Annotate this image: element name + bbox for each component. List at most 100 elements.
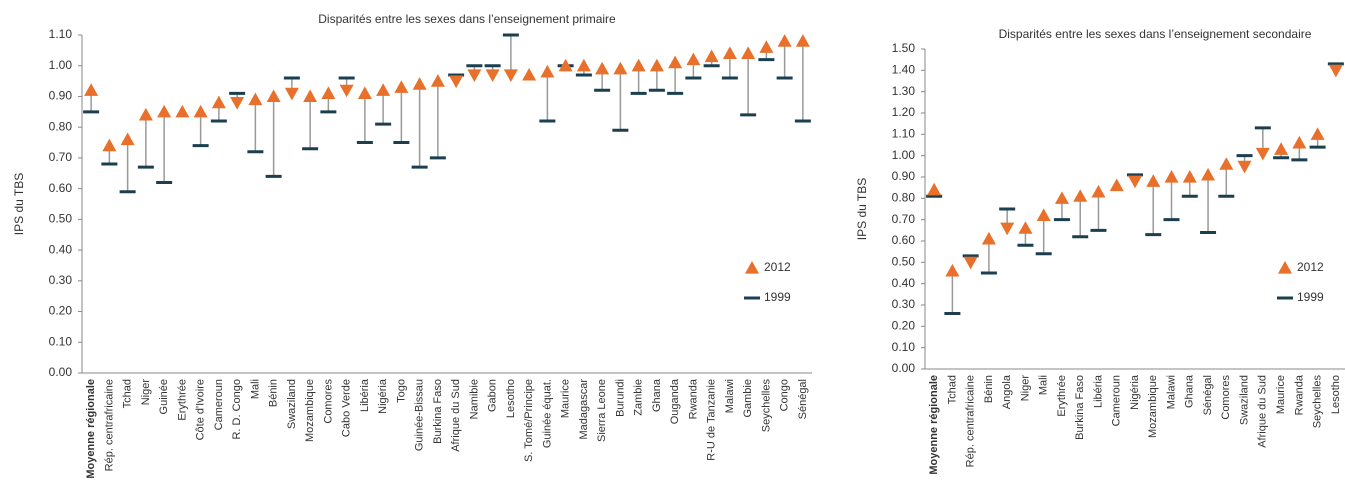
marker-2012 <box>945 263 960 277</box>
y-tick-label: 0.90 <box>49 89 73 103</box>
x-tick-label: Cameroun <box>213 379 225 430</box>
marker-2012 <box>1292 135 1307 149</box>
y-tick-label: 1.20 <box>892 105 916 119</box>
x-tick-label: Mali <box>249 379 261 399</box>
marker-2012 <box>741 46 756 60</box>
legend-label: 1999 <box>1297 290 1324 304</box>
y-tick-label: 0.50 <box>49 212 73 226</box>
marker-2012 <box>84 83 99 96</box>
marker-2012 <box>467 69 482 82</box>
x-tick-label: Madagascar <box>578 379 590 440</box>
chart-title: Disparités entre les sexes dans l’enseig… <box>318 12 616 26</box>
legend-label: 1999 <box>764 290 791 304</box>
y-tick-label: 0.30 <box>49 273 73 287</box>
x-tick-label: Libéria <box>1092 374 1104 408</box>
y-tick-label: 0.70 <box>49 150 73 164</box>
marker-2012 <box>503 69 518 82</box>
marker-2012 <box>1237 160 1252 174</box>
marker-2012 <box>963 256 978 270</box>
y-tick-label: 0.80 <box>49 119 73 133</box>
x-tick-label: Maurice <box>1275 375 1287 414</box>
marker-2012 <box>211 95 226 109</box>
marker-2012 <box>303 89 318 103</box>
marker-2012 <box>449 75 464 89</box>
marker-2012 <box>576 58 591 72</box>
marker-2012 <box>1255 147 1270 161</box>
marker-2012 <box>1000 222 1015 236</box>
marker-2012 <box>927 182 942 196</box>
x-tick-label: R-U de Tanzanie <box>706 379 718 461</box>
marker-2012 <box>558 58 573 72</box>
y-tick-label: 0.70 <box>892 212 916 226</box>
marker-2012 <box>266 89 281 103</box>
marker-2012 <box>795 34 810 47</box>
x-tick-label: Bénin <box>268 379 280 407</box>
marker-2012 <box>1328 64 1343 78</box>
x-tick-label: Bénin <box>983 375 995 403</box>
x-tick-label: Mozambique <box>1147 375 1159 438</box>
x-tick-label: Rép. centrafricaine <box>965 375 977 467</box>
x-tick-label: Rwanda <box>687 378 699 419</box>
x-tick-label: Rwanda <box>1293 374 1305 415</box>
x-tick-label: S. Tomé/Principe <box>523 379 535 462</box>
marker-2012 <box>777 34 792 47</box>
x-tick-label: Zambie <box>633 379 645 416</box>
y-axis-label: IPS du TBS <box>855 178 869 240</box>
legend-marker <box>745 261 759 274</box>
x-tick-label: Erythrée <box>176 379 188 421</box>
y-tick-label: 0.10 <box>49 334 73 348</box>
x-tick-label: Seychelles <box>760 379 772 433</box>
marker-2012 <box>412 77 427 90</box>
marker-2012 <box>193 104 208 118</box>
marker-2012 <box>631 58 646 72</box>
marker-2012 <box>485 69 500 82</box>
marker-2012 <box>138 107 153 121</box>
x-tick-label: Angola <box>1001 374 1013 409</box>
marker-2012 <box>248 92 263 106</box>
legend-marker <box>1278 261 1292 274</box>
x-tick-label: Sierra Leone <box>596 379 608 442</box>
marker-2012 <box>284 87 299 101</box>
marker-2012 <box>230 97 245 110</box>
y-tick-label: 0.50 <box>892 255 916 269</box>
marker-2012 <box>157 104 172 118</box>
x-tick-label: Lesotho <box>505 379 517 418</box>
legend-label: 2012 <box>1297 260 1324 274</box>
x-tick-label: Guinée <box>158 379 170 414</box>
x-tick-label: Burundi <box>614 379 626 417</box>
x-tick-label: Seychelles <box>1312 375 1324 429</box>
marker-2012 <box>1164 170 1179 183</box>
marker-2012 <box>175 104 190 118</box>
x-tick-label: Comores <box>322 379 334 424</box>
y-tick-label: 1.40 <box>892 63 916 77</box>
x-tick-label: Cameroun <box>1111 375 1123 426</box>
marker-2012 <box>357 86 372 99</box>
marker-2012 <box>1018 221 1033 234</box>
marker-2012 <box>1274 142 1289 155</box>
x-tick-label: Guinée équat. <box>541 379 553 448</box>
marker-2012 <box>1054 191 1069 204</box>
marker-2012 <box>981 231 996 245</box>
marker-2012 <box>704 49 719 63</box>
marker-2012 <box>1128 175 1142 189</box>
x-tick-label: Moyenne régionale <box>928 375 940 475</box>
x-tick-label: Swaziland <box>286 379 298 429</box>
marker-2012 <box>376 83 391 96</box>
y-tick-label: 0.80 <box>892 191 916 205</box>
marker-2012 <box>595 61 610 75</box>
marker-2012 <box>1182 170 1197 183</box>
marker-2012 <box>1201 167 1216 181</box>
marker-2012 <box>522 67 537 81</box>
x-tick-label: Tchad <box>946 375 958 404</box>
y-tick-label: 0.60 <box>49 181 73 195</box>
marker-2012 <box>321 86 336 99</box>
marker-2012 <box>686 52 701 66</box>
x-tick-label: Mozambique <box>304 379 316 442</box>
marker-2012 <box>1073 189 1088 202</box>
chart-title: Disparités entre les sexes dans l’enseig… <box>999 27 1312 41</box>
y-tick-label: 0.40 <box>49 242 73 256</box>
marker-2012 <box>759 40 774 53</box>
marker-2012 <box>722 46 737 60</box>
y-tick-label: 1.10 <box>892 127 916 141</box>
y-tick-label: 1.00 <box>892 148 916 162</box>
